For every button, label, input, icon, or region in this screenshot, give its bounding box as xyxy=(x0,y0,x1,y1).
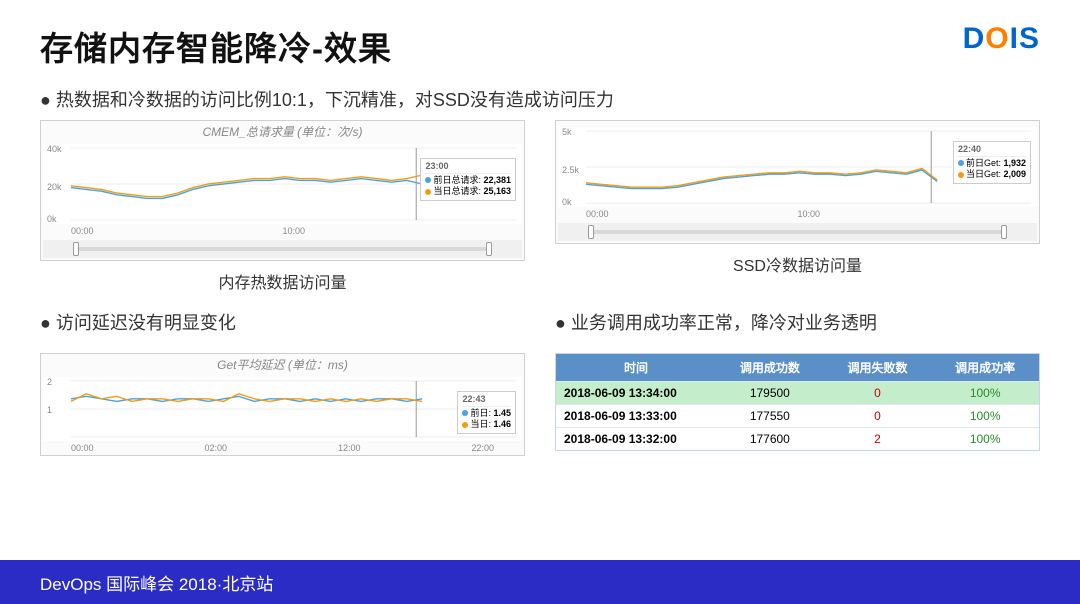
chart1-legend-time: 23:00 xyxy=(425,161,511,174)
th-time: 时间 xyxy=(556,354,716,381)
x0: 00:00 xyxy=(71,226,94,236)
chart1-y2: 0k xyxy=(47,214,57,224)
l: 当日: xyxy=(470,419,491,429)
x0: 00:00 xyxy=(71,443,94,453)
chart2-y1: 2.5k xyxy=(562,165,579,175)
l: 前日总请求: xyxy=(433,175,481,185)
logo-s: S xyxy=(1019,22,1040,55)
slide-title: 存储内存智能降冷-效果 xyxy=(40,22,392,70)
l: 前日Get: xyxy=(966,158,1001,168)
bullet-2: 访问延迟没有明显变化 xyxy=(40,309,525,335)
chart2-title xyxy=(556,121,1039,125)
chart2-xlabels: 00:00 10:00 xyxy=(556,209,1039,221)
chart-latency: Get平均延迟 (单位：ms) 2 1 22:43 前日: 1.45 当日: 1… xyxy=(40,353,525,456)
x2: 12:00 xyxy=(338,443,361,453)
chart1-slider[interactable] xyxy=(43,240,522,258)
chart3-legend: 22:43 前日: 1.45 当日: 1.46 xyxy=(457,391,516,434)
v: 25,163 xyxy=(483,186,511,196)
x3: 22:00 xyxy=(471,443,494,453)
chart1-legend-0: 前日总请求: 22,381 xyxy=(425,175,511,187)
chart1-y0: 40k xyxy=(47,144,62,154)
chart2-legend: 22:40 前日Get: 1,932 当日Get: 2,009 xyxy=(953,141,1031,184)
chart3-xlabels: 00:00 02:00 12:00 22:00 xyxy=(41,443,524,455)
chart1-caption: 内存热数据访问量 xyxy=(40,269,525,293)
chart3-y0: 2 xyxy=(47,377,52,387)
chart3-legend-time: 22:43 xyxy=(462,394,511,407)
l: 前日: xyxy=(470,408,491,418)
chart3-y1: 1 xyxy=(47,405,52,415)
th-success: 调用成功数 xyxy=(716,354,824,381)
x0: 00:00 xyxy=(586,209,609,219)
v: 2,009 xyxy=(1003,169,1026,179)
v: 1,932 xyxy=(1003,158,1026,168)
x1: 10:00 xyxy=(798,209,821,219)
logo-d: D xyxy=(963,22,986,55)
v: 1.45 xyxy=(493,408,511,418)
x1: 02:00 xyxy=(204,443,227,453)
chart-mem-hot: CMEM_总请求量 (单位：次/s) 40k 20k 0k 23:00 前日总请… xyxy=(40,120,525,261)
footer: DevOps 国际峰会 2018·北京站 xyxy=(0,560,1080,604)
v: 1.46 xyxy=(493,419,511,429)
bullet-1: 热数据和冷数据的访问比例10:1，下沉精准，对SSD没有造成访问压力 xyxy=(40,86,1040,112)
chart3-legend-1: 当日: 1.46 xyxy=(462,419,511,431)
table-row: 2018-06-09 13:33:001775500100% xyxy=(556,404,1039,427)
dois-logo: DOIS xyxy=(963,22,1040,56)
logo-i: I xyxy=(1010,22,1019,55)
bullet-3: 业务调用成功率正常，降冷对业务透明 xyxy=(555,309,1040,335)
success-table: 时间 调用成功数 调用失败数 调用成功率 2018-06-09 13:34:00… xyxy=(555,353,1040,451)
th-rate: 调用成功率 xyxy=(931,354,1039,381)
th-fail: 调用失败数 xyxy=(824,354,932,381)
chart2-legend-time: 22:40 xyxy=(958,144,1026,157)
chart2-legend-1: 当日Get: 2,009 xyxy=(958,169,1026,181)
l: 当日总请求: xyxy=(433,186,481,196)
logo-o: O xyxy=(985,22,1009,55)
v: 22,381 xyxy=(483,175,511,185)
chart1-y1: 20k xyxy=(47,182,62,192)
table-header: 时间 调用成功数 调用失败数 调用成功率 xyxy=(556,354,1039,381)
chart1-legend: 23:00 前日总请求: 22,381 当日总请求: 25,163 xyxy=(420,158,516,201)
chart1-title: CMEM_总请求量 (单位：次/s) xyxy=(41,121,524,142)
table-row: 2018-06-09 13:34:001795000100% xyxy=(556,381,1039,404)
chart3-title: Get平均延迟 (单位：ms) xyxy=(41,354,524,375)
x1: 10:00 xyxy=(283,226,306,236)
chart1-legend-1: 当日总请求: 25,163 xyxy=(425,186,511,198)
l: 当日Get: xyxy=(966,169,1001,179)
chart2-y2: 0k xyxy=(562,197,572,207)
chart2-caption: SSD冷数据访问量 xyxy=(555,252,1040,276)
chart2-slider[interactable] xyxy=(558,223,1037,241)
chart-ssd-cold: 5k 2.5k 0k 22:40 前日Get: 1,932 当日Get: 2,0… xyxy=(555,120,1040,244)
chart3-legend-0: 前日: 1.45 xyxy=(462,408,511,420)
table-row: 2018-06-09 13:32:001776002100% xyxy=(556,427,1039,450)
chart1-xlabels: 00:00 10:00 xyxy=(41,226,524,238)
chart2-legend-0: 前日Get: 1,932 xyxy=(958,158,1026,170)
chart2-y0: 5k xyxy=(562,127,572,137)
